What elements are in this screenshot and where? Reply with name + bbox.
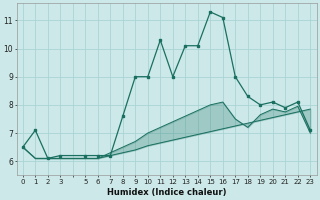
X-axis label: Humidex (Indice chaleur): Humidex (Indice chaleur) [107,188,226,197]
